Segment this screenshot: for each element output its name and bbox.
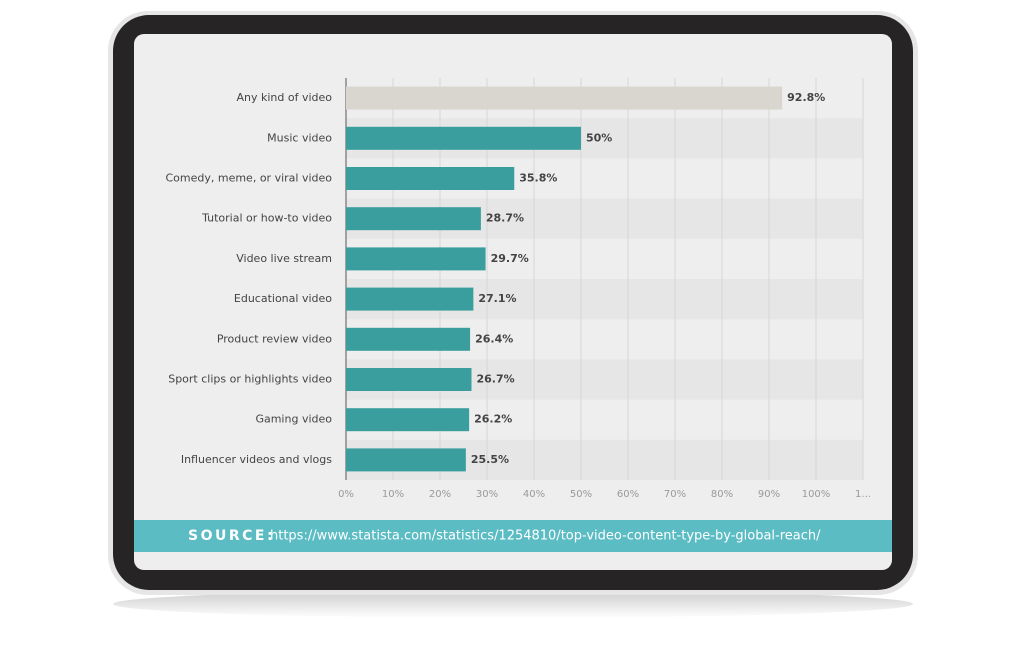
bar <box>346 408 470 432</box>
bar <box>346 327 471 351</box>
device-shadow <box>113 590 913 618</box>
y-tick-label: Music video <box>267 131 332 144</box>
value-label: 26.7% <box>476 373 514 386</box>
value-label: 50% <box>586 131 612 144</box>
y-tick-label: Educational video <box>234 292 332 305</box>
value-label: 26.4% <box>475 332 513 345</box>
y-tick-label: Influencer videos and vlogs <box>181 453 332 466</box>
bar <box>346 448 466 472</box>
value-label: 92.8% <box>787 91 825 104</box>
y-tick-label: Any kind of video <box>236 91 332 104</box>
x-tick-label: 80% <box>711 489 733 500</box>
source-label: SOURCE: <box>188 528 275 544</box>
bar <box>346 287 474 311</box>
x-tick-label: 50% <box>570 489 592 500</box>
chart: 0% 10% 20% 30% 40% 50% 60% 70% 80% 90% 100% 1... Any… <box>165 78 871 500</box>
bar <box>346 368 472 391</box>
x-tick-label: 100% <box>802 489 831 500</box>
bar <box>346 126 581 150</box>
source-url: https://www.statista.com/statistics/1254… <box>270 529 821 544</box>
bar <box>346 247 486 271</box>
y-tick-label: Gaming video <box>255 413 332 426</box>
value-label: 26.2% <box>474 413 512 426</box>
bar <box>346 167 515 190</box>
value-label: 27.1% <box>478 292 516 305</box>
x-tick-label: 1... <box>855 489 871 500</box>
y-tick-label: Sport clips or highlights video <box>168 373 332 386</box>
bar <box>346 207 481 231</box>
x-tick-label: 90% <box>758 489 780 500</box>
bar <box>346 86 783 110</box>
value-label: 25.5% <box>471 453 509 466</box>
x-tick-label: 10% <box>382 489 404 500</box>
y-tick-label: Tutorial or how-to video <box>201 212 332 225</box>
x-tick-label: 30% <box>476 489 498 500</box>
source-banner <box>134 520 892 552</box>
value-label: 28.7% <box>486 212 524 225</box>
y-tick-label: Video live stream <box>236 252 332 265</box>
value-label: 29.7% <box>491 252 529 265</box>
x-tick-label: 20% <box>429 489 451 500</box>
y-tick-label: Product review video <box>217 332 332 345</box>
x-tick-label: 40% <box>523 489 545 500</box>
x-tick-label: 70% <box>664 489 686 500</box>
value-label: 35.8% <box>519 172 557 185</box>
x-tick-label: 0% <box>338 489 354 500</box>
x-tick-label: 60% <box>617 489 639 500</box>
y-tick-label: Comedy, meme, or viral video <box>165 172 332 185</box>
